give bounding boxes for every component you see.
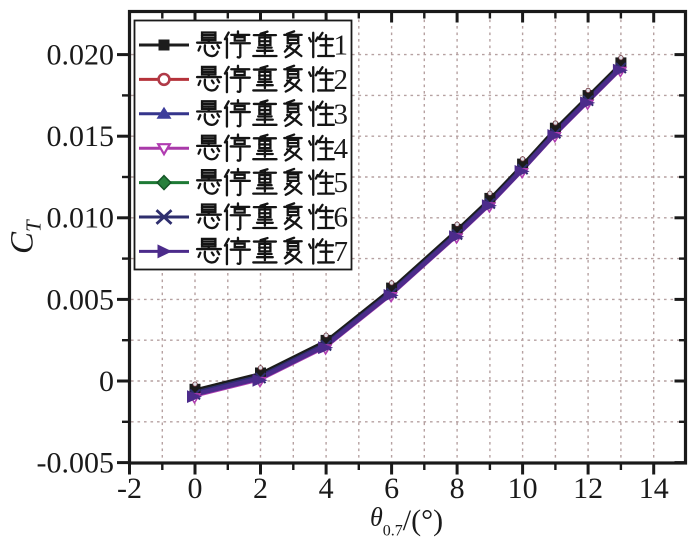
svg-text:10: 10 (508, 472, 538, 505)
svg-text:2: 2 (334, 64, 349, 96)
svg-text:14: 14 (639, 472, 669, 505)
svg-text:4: 4 (334, 133, 349, 165)
svg-text:-2: -2 (117, 472, 142, 505)
svg-text:7: 7 (334, 236, 349, 268)
svg-text:12: 12 (573, 472, 603, 505)
svg-text:0.010: 0.010 (47, 202, 115, 235)
svg-text:0.015: 0.015 (47, 120, 115, 153)
svg-text:6: 6 (384, 472, 399, 505)
svg-text:2: 2 (253, 472, 268, 505)
svg-text:5: 5 (334, 167, 349, 199)
svg-text:4: 4 (319, 472, 334, 505)
svg-text:-0.005: -0.005 (37, 447, 115, 480)
svg-text:0: 0 (99, 365, 114, 398)
svg-text:1: 1 (334, 30, 349, 62)
svg-text:θ0.7/(°): θ0.7/(°) (370, 503, 443, 540)
svg-text:3: 3 (334, 98, 349, 130)
svg-text:0.020: 0.020 (47, 39, 115, 72)
svg-text:6: 6 (334, 202, 349, 234)
svg-text:0: 0 (188, 472, 203, 505)
svg-text:0.005: 0.005 (47, 283, 115, 316)
svg-text:8: 8 (450, 472, 465, 505)
